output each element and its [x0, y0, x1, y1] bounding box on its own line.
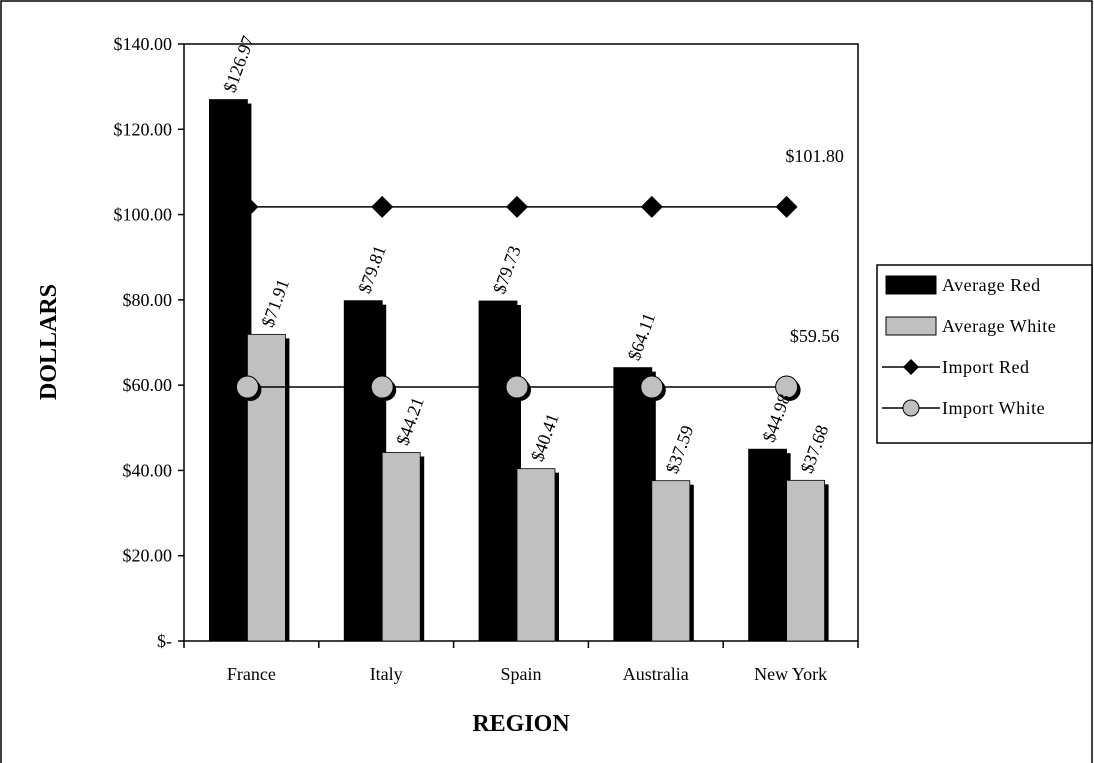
y-tick-label: $60.00 — [123, 375, 173, 395]
legend-label: Import Red — [942, 357, 1030, 377]
bar — [613, 367, 653, 642]
bars — [208, 99, 829, 642]
bar — [343, 300, 383, 642]
y-tick-label: $80.00 — [123, 290, 173, 310]
x-tick-label: Australia — [623, 664, 689, 684]
bar — [208, 99, 248, 642]
legend-circle-marker — [902, 399, 920, 417]
legend-diamond-marker — [903, 359, 919, 375]
y-tick-label: $120.00 — [114, 119, 173, 139]
diamond-marker — [640, 195, 663, 218]
x-tick-label: France — [227, 664, 276, 684]
y-tick-label: $100.00 — [114, 205, 173, 225]
circle-marker — [505, 375, 529, 399]
x-axis: France Italy Spain Australia New York — [183, 641, 859, 684]
y-tick-label: $- — [157, 631, 172, 651]
legend-swatch — [885, 316, 937, 336]
x-tick-label: Spain — [500, 664, 541, 684]
circle-marker — [640, 375, 664, 399]
line-end-label: $59.56 — [790, 326, 840, 346]
circle-marker — [235, 375, 259, 399]
circle-marker — [370, 375, 394, 399]
bar — [478, 300, 518, 642]
bar — [381, 452, 421, 642]
x-axis-title: REGION — [472, 711, 570, 737]
x-tick-label: Italy — [370, 664, 403, 684]
x-tick-label: New York — [754, 664, 827, 684]
circle-marker — [775, 375, 799, 399]
legend-swatch — [885, 275, 937, 295]
diamond-marker — [371, 195, 394, 218]
legend-label: Average White — [942, 316, 1056, 336]
diamond-marker — [775, 195, 798, 218]
bar — [748, 448, 787, 642]
diamond-marker — [236, 195, 259, 218]
y-tick-label: $40.00 — [123, 460, 173, 480]
legend: Average Red Average White Import Red Import… — [876, 264, 1093, 444]
bar — [516, 468, 556, 642]
line-end-label: $101.80 — [785, 146, 844, 166]
legend-label: Average Red — [942, 275, 1041, 295]
bar — [786, 479, 825, 642]
y-tick-label: $20.00 — [123, 546, 173, 566]
legend-label: Import White — [942, 398, 1045, 418]
y-tick-label: $140.00 — [114, 34, 173, 54]
diamond-marker — [506, 195, 528, 218]
y-axis-title: DOLLARS — [36, 284, 62, 400]
bar — [651, 480, 691, 642]
lines — [235, 195, 801, 402]
y-axis: $- $20.00 $40.00 $60.00 $80.00 $100.00 $120.00… — [114, 34, 184, 651]
